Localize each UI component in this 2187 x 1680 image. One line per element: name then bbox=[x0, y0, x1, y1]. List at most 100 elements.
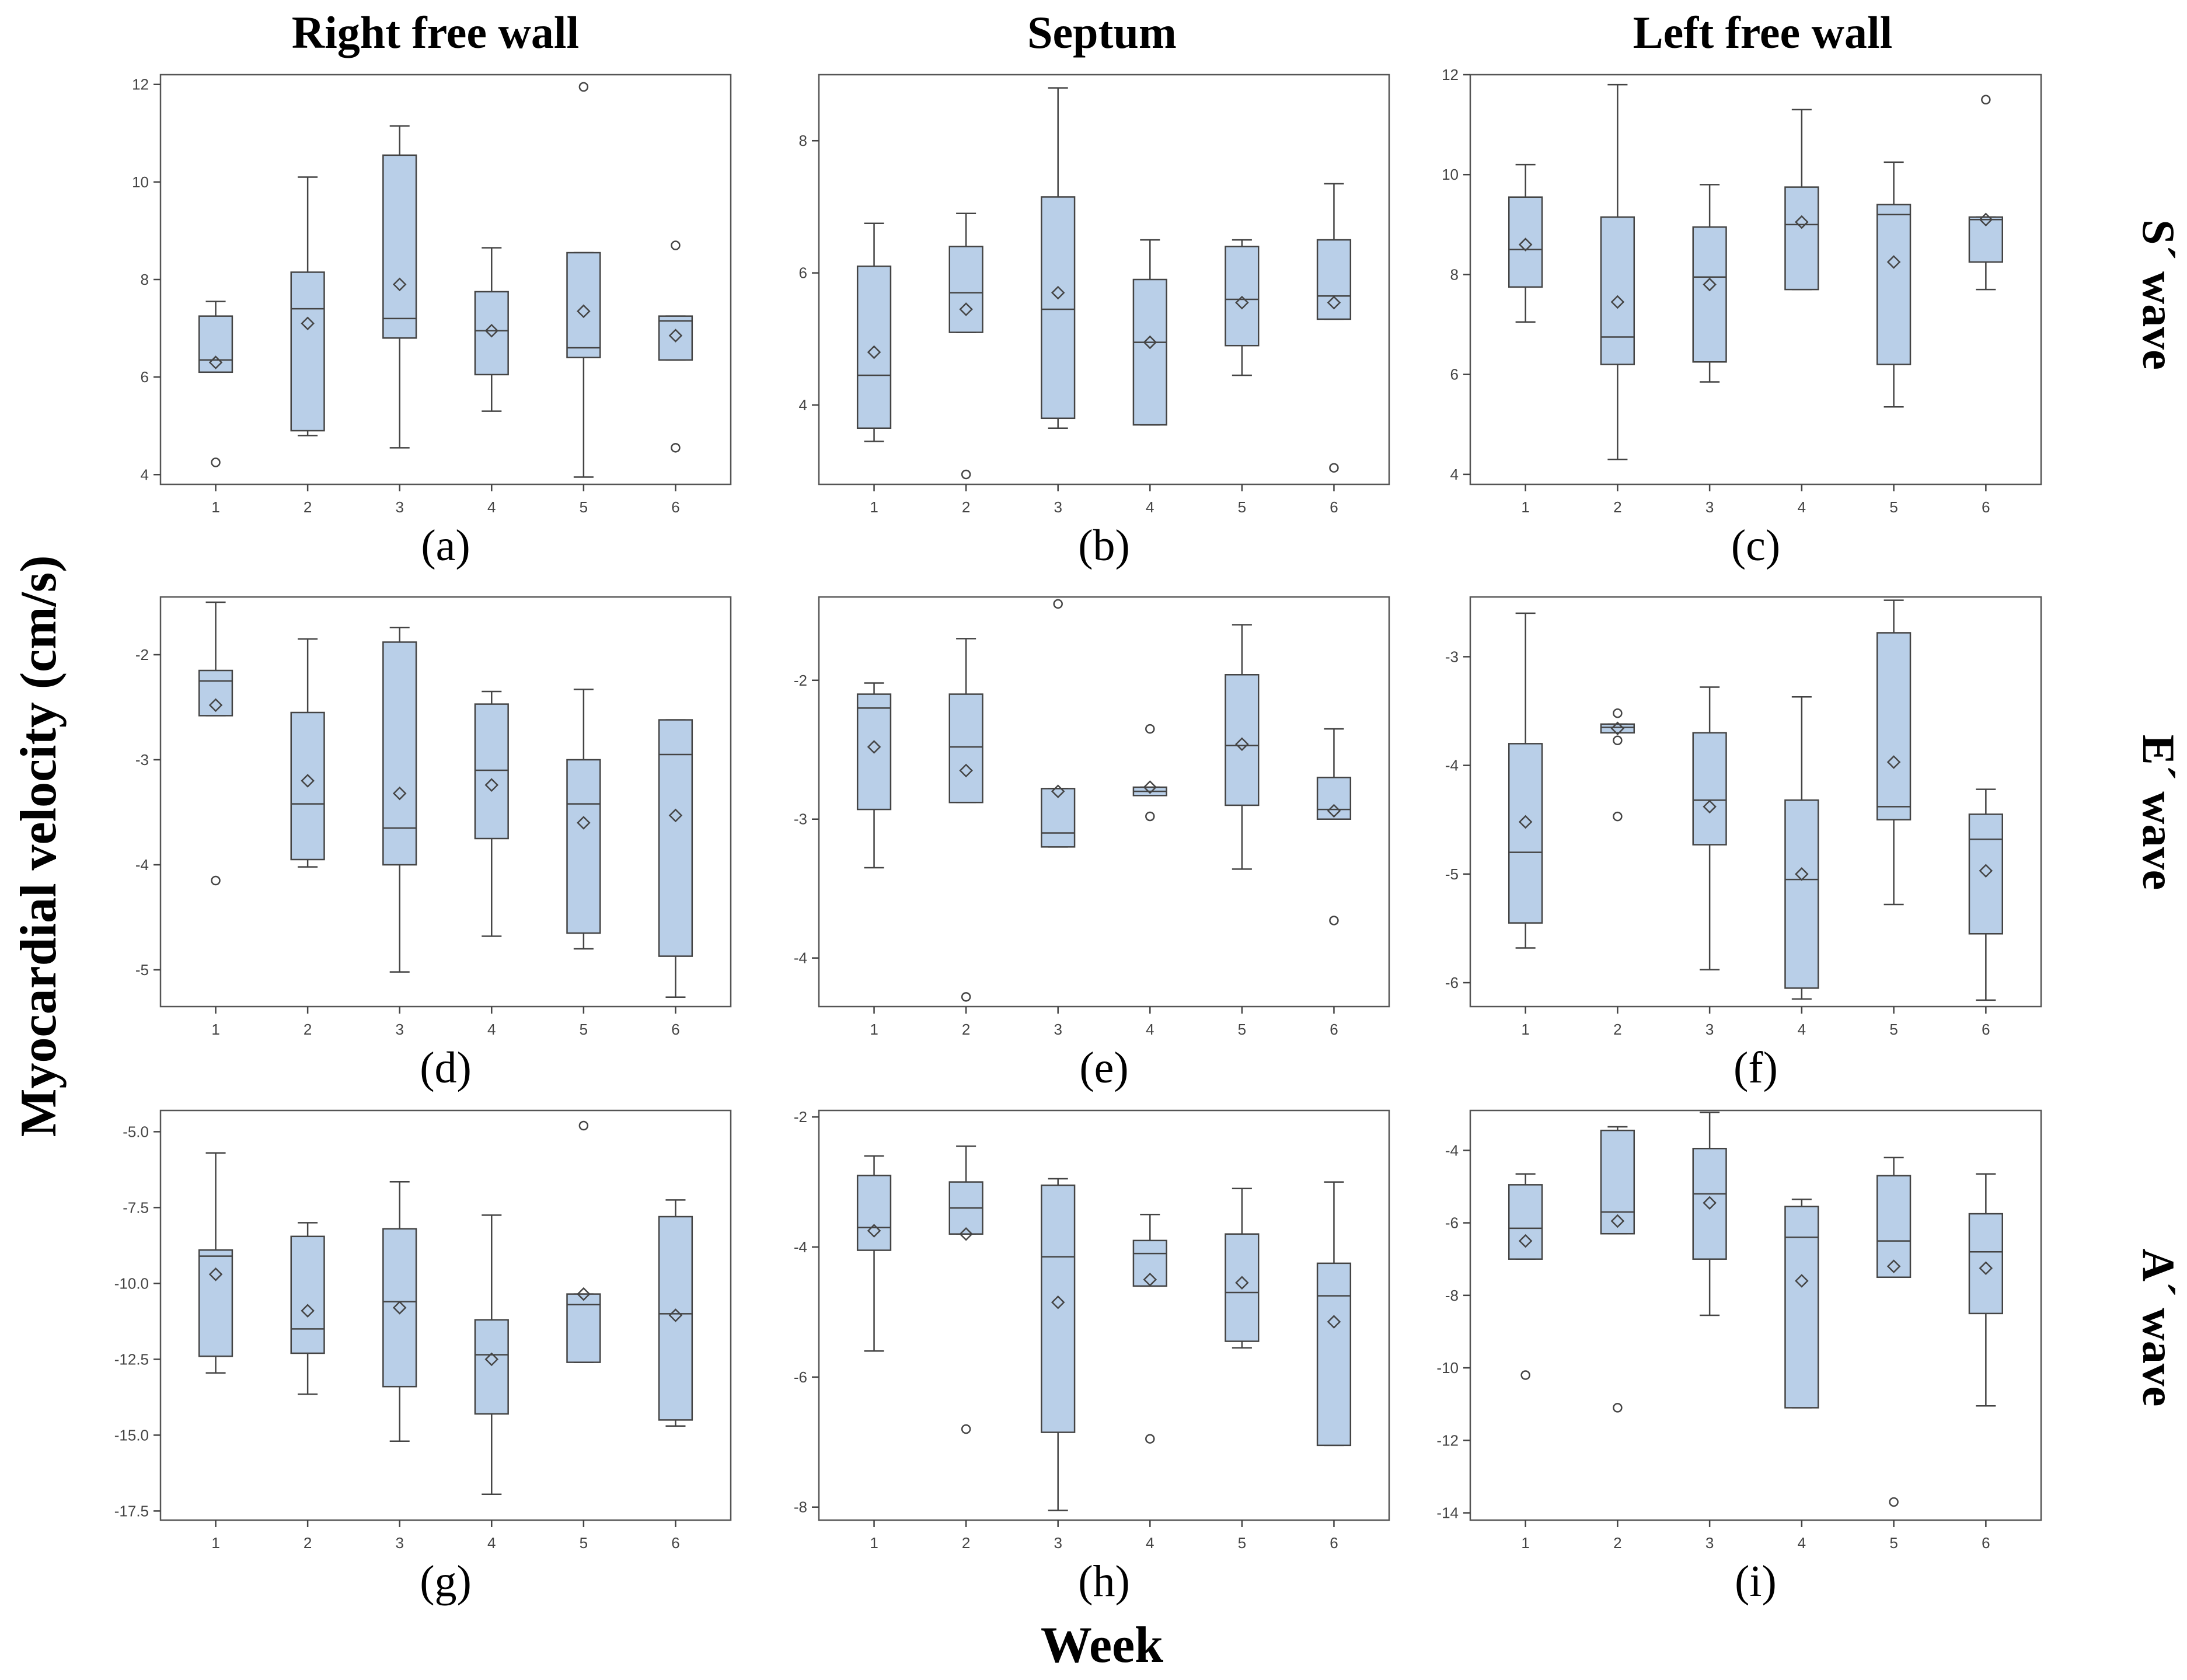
mean-marker bbox=[1703, 799, 1717, 814]
y-tick-label: -5 bbox=[135, 961, 149, 979]
y-tick-label: 10 bbox=[132, 173, 149, 191]
iqr-box bbox=[948, 246, 983, 333]
column-title-right-free-wall: Right free wall bbox=[292, 7, 579, 58]
mean-marker bbox=[1886, 755, 1901, 769]
box-week-5 bbox=[1876, 1157, 1912, 1507]
x-tick-label: 2 bbox=[1613, 1534, 1621, 1552]
y-tick-label: -8 bbox=[1445, 1287, 1459, 1304]
x-tick-label: 1 bbox=[211, 1021, 219, 1038]
iqr-box bbox=[382, 641, 417, 866]
iqr-box bbox=[948, 693, 983, 804]
box-week-4 bbox=[474, 247, 509, 412]
mean-marker bbox=[867, 345, 881, 359]
mean-marker bbox=[1979, 1261, 1993, 1276]
iqr-box bbox=[1600, 1129, 1635, 1235]
panel-label: (d) bbox=[420, 1043, 472, 1092]
y-tick-label: 6 bbox=[799, 264, 807, 282]
iqr-box bbox=[1041, 788, 1076, 848]
y-tick-label: 6 bbox=[141, 368, 149, 386]
x-tick-label: 6 bbox=[671, 498, 679, 516]
outlier-point bbox=[1329, 916, 1339, 925]
box-week-4 bbox=[474, 1214, 509, 1496]
x-tick-label: 4 bbox=[1146, 1534, 1154, 1552]
row-title-s-wave: S´ wave bbox=[2133, 219, 2184, 370]
mean-marker bbox=[577, 1287, 591, 1301]
box-week-1 bbox=[856, 682, 892, 869]
y-tick-label: -3 bbox=[794, 811, 807, 828]
mean-marker bbox=[867, 740, 881, 754]
y-tick-label: -4 bbox=[135, 856, 149, 874]
y-tick-label: -17.5 bbox=[114, 1502, 149, 1520]
mean-marker bbox=[1051, 285, 1065, 300]
x-tick-label: 2 bbox=[304, 498, 312, 516]
y-tick-label: 8 bbox=[1450, 266, 1459, 283]
mean-marker bbox=[959, 302, 973, 316]
row-titles: S´ wave E´ wave A´ wave bbox=[2133, 219, 2184, 1406]
x-tick-label: 4 bbox=[1798, 1534, 1806, 1552]
box-week-1 bbox=[198, 601, 233, 886]
iqr-box bbox=[1316, 1262, 1352, 1447]
x-tick-label: 2 bbox=[962, 498, 970, 516]
x-tick-label: 2 bbox=[304, 1534, 312, 1552]
iqr-box bbox=[198, 669, 233, 717]
x-tick-label: 3 bbox=[1054, 498, 1062, 516]
x-tick-label: 2 bbox=[1613, 1021, 1621, 1038]
mean-marker bbox=[1143, 335, 1157, 350]
iqr-box bbox=[1316, 239, 1352, 320]
x-tick-label: 1 bbox=[870, 1534, 878, 1552]
panel-label: (e) bbox=[1079, 1043, 1128, 1092]
y-tick-label: 12 bbox=[132, 76, 149, 93]
mean-marker bbox=[959, 763, 973, 778]
mean-marker bbox=[1610, 295, 1625, 309]
plot-frame bbox=[159, 596, 732, 1008]
y-tick-label: -4 bbox=[1445, 757, 1459, 774]
mean-marker bbox=[867, 1224, 881, 1238]
x-tick-label: 6 bbox=[1330, 498, 1338, 516]
box-week-5 bbox=[1225, 239, 1260, 376]
box-week-2 bbox=[290, 176, 325, 436]
mean-marker bbox=[1795, 1274, 1809, 1288]
iqr-box bbox=[382, 1228, 417, 1388]
x-tick-label: 6 bbox=[1982, 1021, 1990, 1038]
y-tick-label: 4 bbox=[141, 466, 149, 483]
x-tick-label: 6 bbox=[1982, 498, 1990, 516]
x-tick-label: 6 bbox=[671, 1021, 679, 1038]
y-tick-label: -10.0 bbox=[114, 1274, 149, 1292]
y-tick-label: -4 bbox=[794, 949, 807, 967]
outlier-point bbox=[1613, 735, 1623, 746]
box-week-6 bbox=[1316, 183, 1352, 473]
mean-marker bbox=[668, 808, 683, 823]
box-week-5 bbox=[1876, 599, 1912, 906]
plot-frame bbox=[818, 74, 1390, 486]
column-title-septum: Septum bbox=[1027, 7, 1177, 58]
box-week-5 bbox=[1876, 161, 1912, 408]
x-tick-label: 4 bbox=[487, 1534, 496, 1552]
x-tick-label: 2 bbox=[304, 1021, 312, 1038]
mean-marker bbox=[1610, 1214, 1625, 1228]
box-week-4 bbox=[1132, 724, 1167, 822]
box-week-4 bbox=[1784, 1198, 1819, 1409]
mean-marker bbox=[1051, 1295, 1065, 1309]
iqr-box bbox=[1968, 813, 2003, 935]
mean-marker bbox=[1518, 815, 1533, 829]
row-title-a-wave: A´ wave bbox=[2133, 1249, 2184, 1407]
y-tick-label: -2 bbox=[135, 646, 149, 663]
iqr-box bbox=[382, 154, 417, 339]
y-tick-label: -10 bbox=[1436, 1359, 1459, 1377]
box-week-4 bbox=[1784, 109, 1819, 291]
iqr-box bbox=[1692, 226, 1727, 363]
y-tick-label: -6 bbox=[1445, 1214, 1459, 1232]
iqr-box bbox=[1876, 1175, 1912, 1279]
y-tick-label: -5 bbox=[1445, 865, 1459, 883]
iqr-box bbox=[198, 315, 233, 373]
mean-marker bbox=[577, 304, 591, 319]
y-tick-label: -2 bbox=[794, 1108, 807, 1126]
iqr-box bbox=[1876, 204, 1912, 365]
iqr-box bbox=[1784, 799, 1819, 989]
mean-marker bbox=[1703, 277, 1717, 292]
box-week-3 bbox=[1041, 599, 1076, 848]
iqr-box bbox=[1600, 723, 1635, 734]
iqr-box bbox=[1876, 632, 1912, 820]
iqr-box bbox=[658, 1216, 693, 1421]
